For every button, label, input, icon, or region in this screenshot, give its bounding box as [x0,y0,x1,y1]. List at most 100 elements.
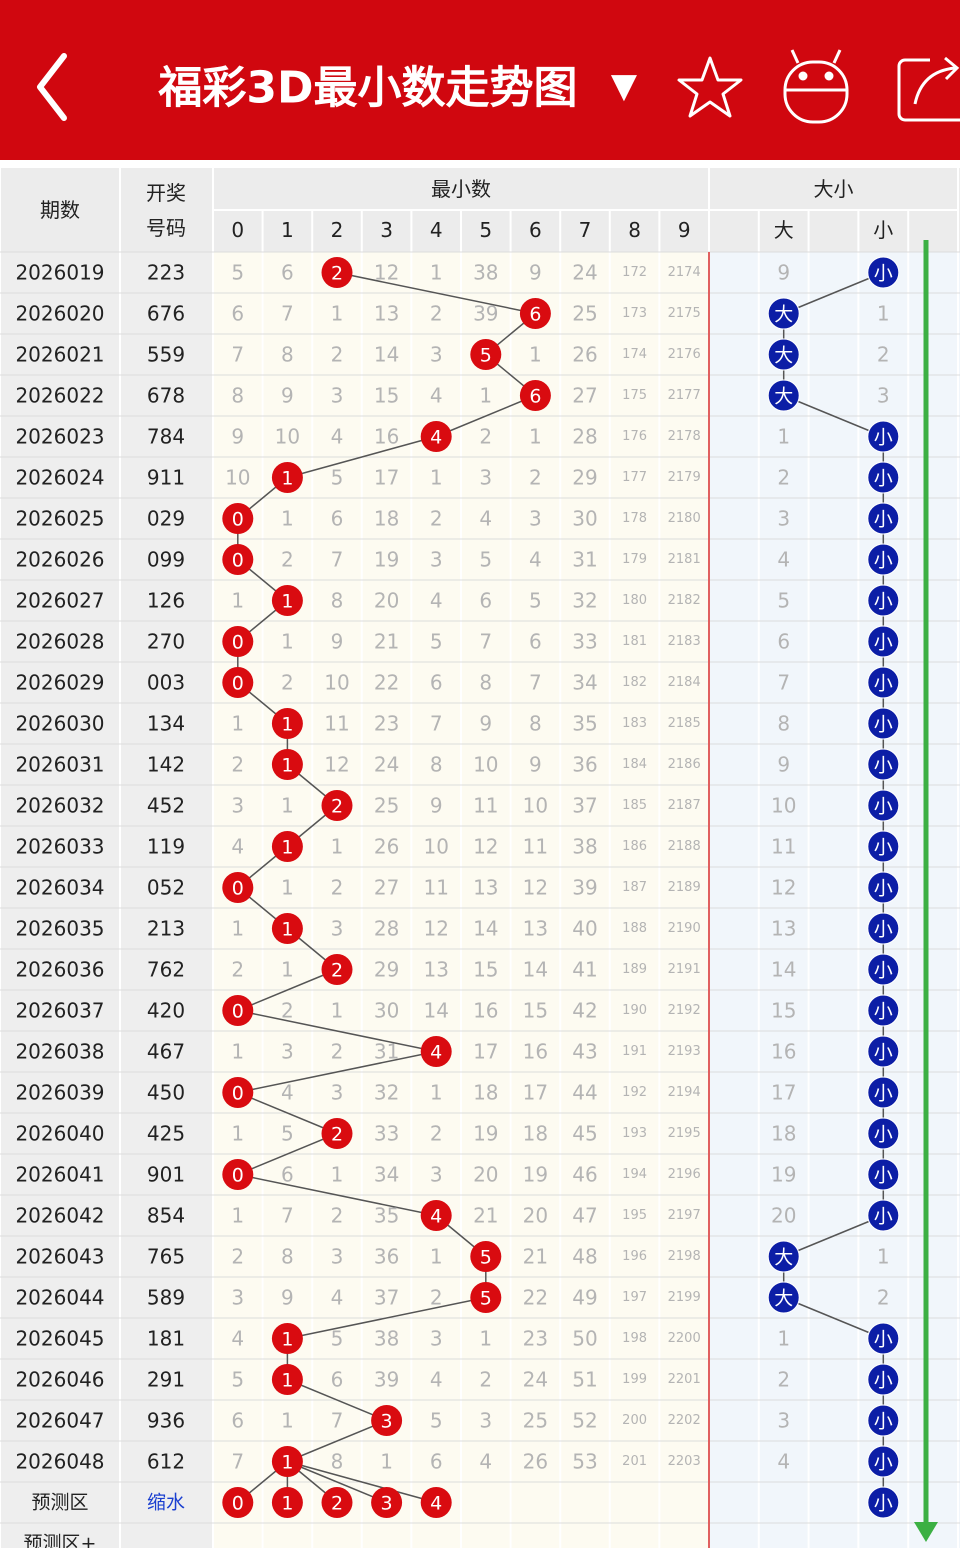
miss-count: 5 [281,1122,294,1146]
hit-digit-ball [271,708,303,739]
hit-size-ball [767,379,800,412]
draw-number: 559 [147,343,185,367]
header-period: 期数 [40,198,80,222]
period: 2026026 [15,548,104,572]
header-digit: 1 [281,218,294,242]
miss-count: 9 [529,753,542,777]
miss-count: 4 [331,425,344,449]
favorite-button[interactable] [677,56,743,118]
miss-count: 1 [231,712,244,736]
miss-count: 15 [374,384,399,408]
hit-size: 小 [874,591,893,613]
hit-size: 小 [874,755,893,777]
miss-count: 7 [331,1409,344,1433]
period: 2026047 [15,1409,104,1433]
miss-count: 11 [523,835,548,859]
hit-size-ball [867,256,900,289]
miss-count: 19 [473,1122,498,1146]
trend-line [237,1091,338,1135]
hit-digit: 2 [331,796,343,818]
miss-count: 3 [231,1286,244,1310]
miss-count: 2203 [668,1454,701,1469]
period: 2026039 [15,1081,104,1105]
miss-count: 8 [331,589,344,613]
dropdown-arrow[interactable]: ▼ [611,66,638,106]
miss-count: 3 [529,507,542,531]
miss-count: 5 [529,589,542,613]
miss-count: 6 [281,1163,294,1187]
miss-count: 1 [281,876,294,900]
draw-number: 762 [147,958,185,982]
trend-line [287,1460,387,1504]
miss-count: 7 [281,1204,294,1228]
hit-digit: 0 [232,1165,244,1187]
predicted-digit-ball [371,1487,403,1518]
hit-digit-ball [321,954,353,985]
prediction-note[interactable]: 缩水 [147,1492,185,1514]
hit-size: 小 [874,837,893,859]
miss-count: 4 [231,835,244,859]
page-title[interactable]: 福彩3D最小数走势图 [157,63,577,114]
period: 2026031 [15,753,104,777]
period: 2026036 [15,958,104,982]
miss-count: 185 [622,798,647,813]
period: 2026045 [15,1327,104,1351]
miss-count: 1 [331,302,344,326]
hit-digit-ball [470,1241,502,1272]
miss-count: 1 [281,630,294,654]
miss-count: 189 [622,962,647,977]
miss-count: 2199 [668,1290,701,1305]
hit-size: 小 [874,1206,893,1228]
hit-size: 大 [774,304,793,326]
miss-count: 17 [374,466,399,490]
trend-line [287,1419,387,1463]
miss-count: 12 [324,753,349,777]
miss-count: 2183 [668,634,701,649]
hit-digit-ball [271,585,303,616]
miss-count: 36 [572,753,597,777]
miss-count: 18 [473,1081,498,1105]
miss-count: 7 [777,671,790,695]
hit-size-ball [867,1035,900,1068]
miss-count: 180 [622,593,647,608]
miss-count: 25 [523,1409,548,1433]
miss-count: 13 [771,917,796,941]
miss-count: 2189 [668,880,701,895]
miss-count: 2 [331,1040,344,1064]
miss-count: 3 [430,1327,443,1351]
header-group: 大小 [814,177,854,201]
miss-count: 22 [374,671,399,695]
miss-count: 7 [479,630,492,654]
draw-number: 936 [147,1409,185,1433]
miss-count: 193 [622,1126,647,1141]
trend-line [783,271,884,315]
miss-count: 2 [479,1368,492,1392]
miss-count: 199 [622,1372,647,1387]
back-button[interactable] [37,53,67,121]
hit-size-ball [867,707,900,740]
period: 2026034 [15,876,104,900]
hit-digit: 5 [480,1247,492,1269]
miss-count: 2 [479,425,492,449]
miss-count: 42 [572,999,597,1023]
miss-count: 1 [430,1245,443,1269]
hit-digit-ball [271,831,303,862]
draw-number: 119 [147,835,185,859]
miss-count: 13 [374,302,399,326]
miss-count: 1 [281,958,294,982]
miss-count: 34 [572,671,597,695]
miss-count: 2 [231,958,244,982]
miss-count: 2175 [668,306,701,321]
miss-count: 35 [374,1204,399,1228]
miss-count: 183 [622,716,647,731]
miss-count: 18 [771,1122,796,1146]
miss-count: 176 [622,429,647,444]
robot-button[interactable] [783,49,849,124]
period: 2026035 [15,917,104,941]
miss-count: 2202 [668,1413,701,1428]
draw-number: 223 [147,261,185,285]
miss-count: 2 [430,507,443,531]
miss-count: 1 [331,999,344,1023]
share-button[interactable] [897,56,960,122]
